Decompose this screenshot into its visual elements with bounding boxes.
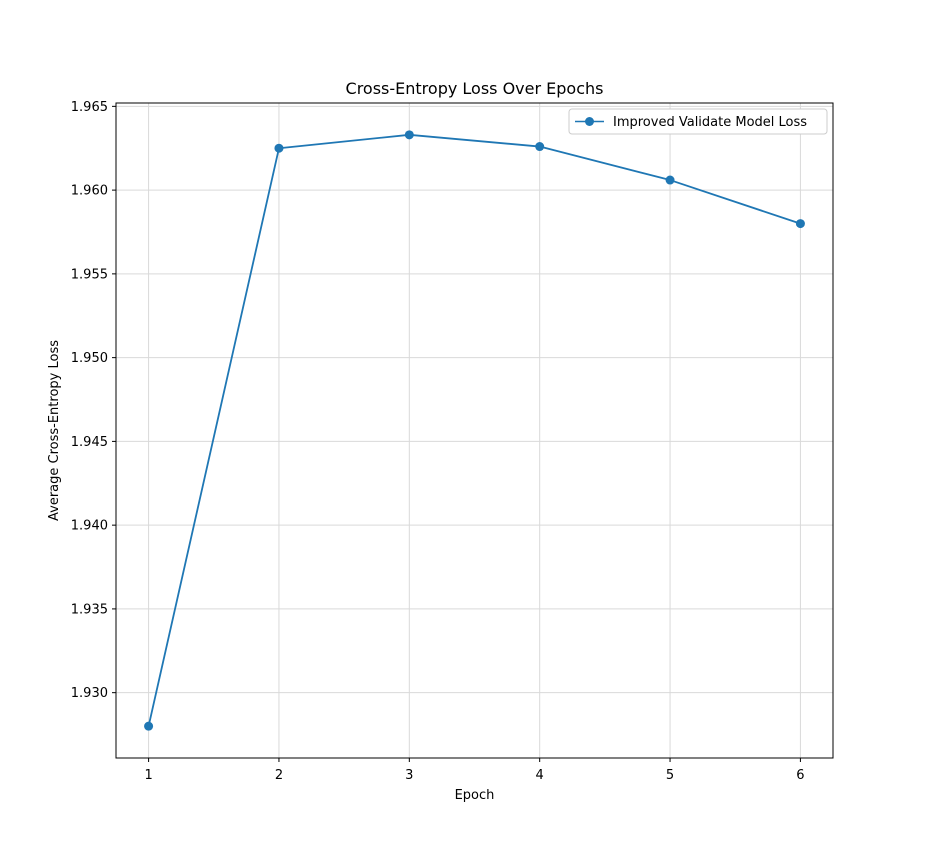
y-tick-label: 1.955 [71, 267, 108, 282]
x-tick-label: 1 [144, 768, 152, 783]
data-point-6 [795, 219, 805, 229]
legend-box [568, 108, 828, 135]
plot-frame [115, 102, 834, 759]
y-tick-label: 1.965 [71, 100, 108, 115]
x-tick-label: 4 [536, 768, 544, 783]
x-tick-label: 2 [275, 768, 283, 783]
x-axis-label: Epoch [455, 788, 495, 803]
data-point-5 [665, 175, 675, 185]
tick-layer: 1 2 3 4 5 6 1.930 1.935 1.940 1.945 1.950 1.955 1.96… [71, 100, 805, 783]
data-point-1 [144, 721, 154, 731]
grid-layer [116, 103, 833, 758]
y-tick-label: 1.940 [71, 519, 108, 534]
x-tick-label: 5 [666, 768, 674, 783]
series-layer [144, 130, 805, 731]
y-tick-label: 1.945 [71, 435, 108, 450]
y-tick-label: 1.960 [71, 184, 108, 199]
chart-title: Cross-Entropy Loss Over Epochs [346, 79, 604, 98]
data-point-3 [404, 130, 414, 140]
y-axis-label: Average Cross-Entropy Loss [47, 340, 62, 521]
y-tick-label: 1.930 [71, 686, 108, 701]
data-point-4 [535, 142, 545, 152]
legend-marker-icon [585, 117, 594, 126]
legend: Improved Validate Model Loss [568, 108, 828, 135]
y-tick-label: 1.935 [71, 602, 108, 617]
y-tick-label: 1.950 [71, 351, 108, 366]
x-tick-label: 6 [796, 768, 804, 783]
data-point-2 [274, 143, 284, 153]
legend-label: Improved Validate Model Loss [613, 115, 807, 130]
x-tick-label: 3 [405, 768, 413, 783]
series-line-0 [147, 133, 802, 728]
